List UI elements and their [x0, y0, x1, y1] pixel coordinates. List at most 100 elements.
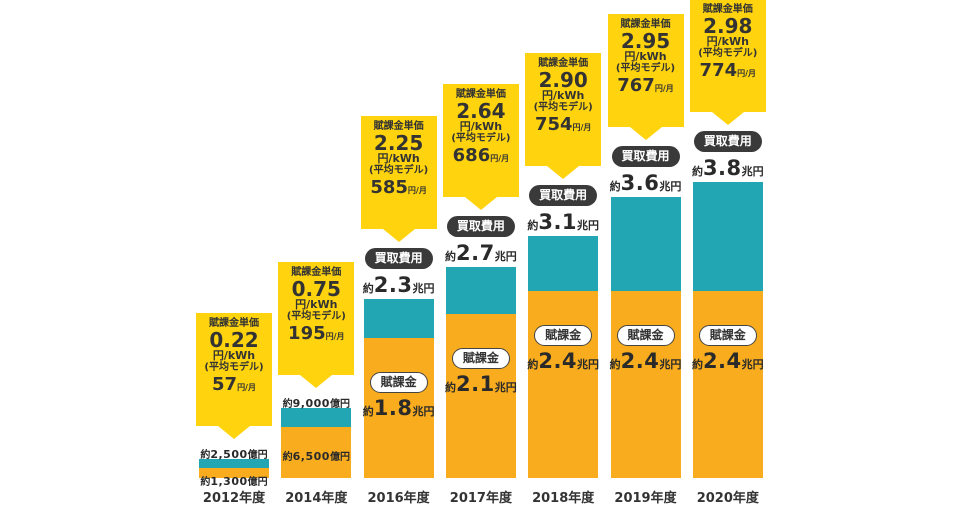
total-amount-label: 約3.8兆円 [692, 156, 764, 180]
levy-amount-label-number: 2.1 [456, 372, 495, 397]
monthly-value: 774 [699, 59, 738, 81]
x-tick-label: 2020年度 [696, 491, 759, 506]
rate-callout-box: 賦課金単価 2.90 円/kWh (平均モデル) 754円/月 [525, 53, 602, 167]
monthly-amount: 57円/月 [196, 374, 272, 399]
bar-segment-levy [281, 427, 352, 478]
levy-amount-label-number: 6,500 [292, 450, 330, 464]
bar-segment-buy-cost [445, 267, 516, 315]
bar-segment-buy-cost [528, 236, 599, 291]
bar-segment-levy [528, 290, 599, 478]
rate-callout-title: 賦課金単価 [702, 3, 753, 15]
total-amount-label: 約2.3兆円 [363, 273, 435, 297]
rate-callout-box: 賦課金単価 0.75 円/kWh (平均モデル) 195円/月 [278, 261, 355, 375]
rate-value: 2.90 [538, 68, 588, 93]
levy-pill-label: 賦課金 [369, 371, 428, 393]
total-amount-label: 約9,000億円 [283, 392, 350, 411]
levy-amount-label-number: 2.4 [702, 348, 742, 373]
levy-amount-label-unit: 億円 [247, 476, 268, 488]
total-amount-label-prefix: 約 [362, 281, 374, 295]
rate-callout-title: 賦課金単価 [291, 266, 342, 278]
bar-segment-buy-cost [199, 458, 269, 468]
bar-segment-buy-cost [281, 407, 352, 428]
total-amount-label-prefix: 約 [691, 164, 703, 178]
rate-value: 2.25 [373, 130, 424, 155]
rate-model-note: (平均モデル) [204, 361, 264, 373]
rate-callout-pointer [218, 425, 250, 439]
total-amount-label-unit: 億円 [247, 449, 268, 461]
total-amount-label-number: 2,500 [210, 447, 248, 461]
bar-segment-levy [610, 290, 681, 478]
levy-amount-label-prefix: 約 [609, 357, 621, 371]
rate-unit: 円/kWh [377, 151, 420, 165]
levy-amount-label-unit: 兆円 [741, 357, 764, 371]
total-amount-label-prefix: 約 [445, 250, 457, 264]
levy-amount-label-prefix: 約 [691, 357, 703, 371]
bar-column-4: 2018年度 約2.4兆円 賦課金 約3.1兆円 買取費用 賦課金単価 2.90 円/kWh(… [525, 0, 602, 526]
bar-segment-buy-cost [363, 298, 434, 338]
total-amount-label-unit: 億円 [329, 398, 350, 410]
buy-cost-pill-label: 買取費用 [611, 146, 680, 168]
buy-cost-pill-label: 買取費用 [364, 247, 433, 269]
rate-callout-title: 賦課金単価 [620, 19, 671, 31]
monthly-value: 767 [617, 75, 655, 97]
levy-amount-label: 約2.4兆円 [527, 349, 599, 373]
total-amount-label-number: 3.1 [538, 210, 578, 235]
levy-amount-label-unit: 兆円 [494, 381, 517, 395]
total-amount-label-unit: 兆円 [494, 250, 517, 264]
levy-amount-label-unit: 兆円 [412, 404, 435, 418]
levy-amount-label-prefix: 約 [527, 357, 539, 371]
monthly-amount: 774円/月 [690, 60, 766, 85]
total-amount-label-number: 2.3 [373, 272, 413, 297]
levy-pill-label: 賦課金 [534, 324, 593, 346]
levy-amount-label: 約1,300億円 [200, 470, 267, 489]
buy-cost-pill-label: 買取費用 [693, 130, 762, 152]
total-amount-label-unit: 兆円 [412, 281, 435, 295]
x-tick-label: 2016年度 [367, 491, 430, 506]
monthly-value: 57 [212, 373, 238, 395]
levy-amount-label-number: 1,300 [210, 474, 248, 488]
rate-value: 2.95 [620, 29, 671, 54]
bar-column-5: 2019年度 約2.4兆円 賦課金 約3.6兆円 買取費用 賦課金単価 2.95 円/kWh(… [607, 0, 684, 526]
rate-value: 0.75 [291, 276, 341, 301]
monthly-unit: 円/月 [572, 123, 592, 133]
rate-callout-pointer [382, 228, 415, 242]
x-tick-label: 2014年度 [285, 491, 348, 506]
monthly-value: 754 [534, 114, 573, 136]
total-amount-label-prefix: 約 [609, 180, 621, 194]
rate-callout-box: 賦課金単価 2.64 円/kWh (平均モデル) 686円/月 [442, 84, 519, 198]
rate-callout-title: 賦課金単価 [373, 120, 424, 132]
bar-segment-levy [445, 314, 516, 478]
levy-amount-label: 約6,500億円 [283, 445, 350, 464]
x-tick-label: 2012年度 [202, 491, 266, 506]
total-amount-label-number: 9,000 [292, 396, 330, 410]
total-amount-label-number: 2.7 [456, 241, 495, 266]
levy-amount-label-unit: 兆円 [659, 357, 682, 371]
monthly-unit: 円/月 [237, 382, 256, 392]
levy-pill-label: 賦課金 [451, 348, 510, 370]
total-amount-label: 約2,500億円 [200, 443, 267, 462]
rate-value: 0.22 [209, 327, 259, 352]
total-amount-label-unit: 兆円 [577, 219, 600, 233]
levy-amount-label: 約2.1兆円 [445, 372, 517, 396]
total-amount-label-prefix: 約 [527, 219, 539, 233]
bar-column-2: 2016年度 約1.8兆円 賦課金 約2.3兆円 買取費用 賦課金単価 2.25 円/kWh(… [360, 0, 437, 526]
levy-amount-label: 約1.8兆円 [363, 396, 435, 420]
levy-amount-label-prefix: 約 [445, 381, 457, 395]
monthly-amount: 195円/月 [278, 323, 354, 348]
rate-callout-pointer [629, 127, 662, 141]
monthly-value: 686 [452, 145, 491, 167]
bar-column-3: 2017年度 約2.1兆円 賦課金 約2.7兆円 買取費用 賦課金単価 2.64 円/kWh(… [442, 0, 519, 526]
levy-amount-label-prefix: 約 [200, 476, 211, 488]
rate-value: 2.64 [456, 99, 506, 124]
total-amount-label-number: 3.6 [620, 171, 660, 196]
levy-amount-label-prefix: 約 [362, 404, 374, 418]
levy-amount-label-prefix: 約 [282, 452, 293, 464]
total-amount-label-unit: 兆円 [659, 180, 682, 194]
bar-segment-levy [199, 467, 269, 478]
monthly-amount: 754円/月 [525, 114, 601, 139]
monthly-amount: 686円/月 [443, 145, 519, 170]
monthly-unit: 円/月 [490, 154, 510, 164]
levy-pill-label: 賦課金 [616, 324, 675, 346]
levy-amount-label-unit: 兆円 [577, 357, 600, 371]
rate-callout-pointer [300, 374, 333, 388]
